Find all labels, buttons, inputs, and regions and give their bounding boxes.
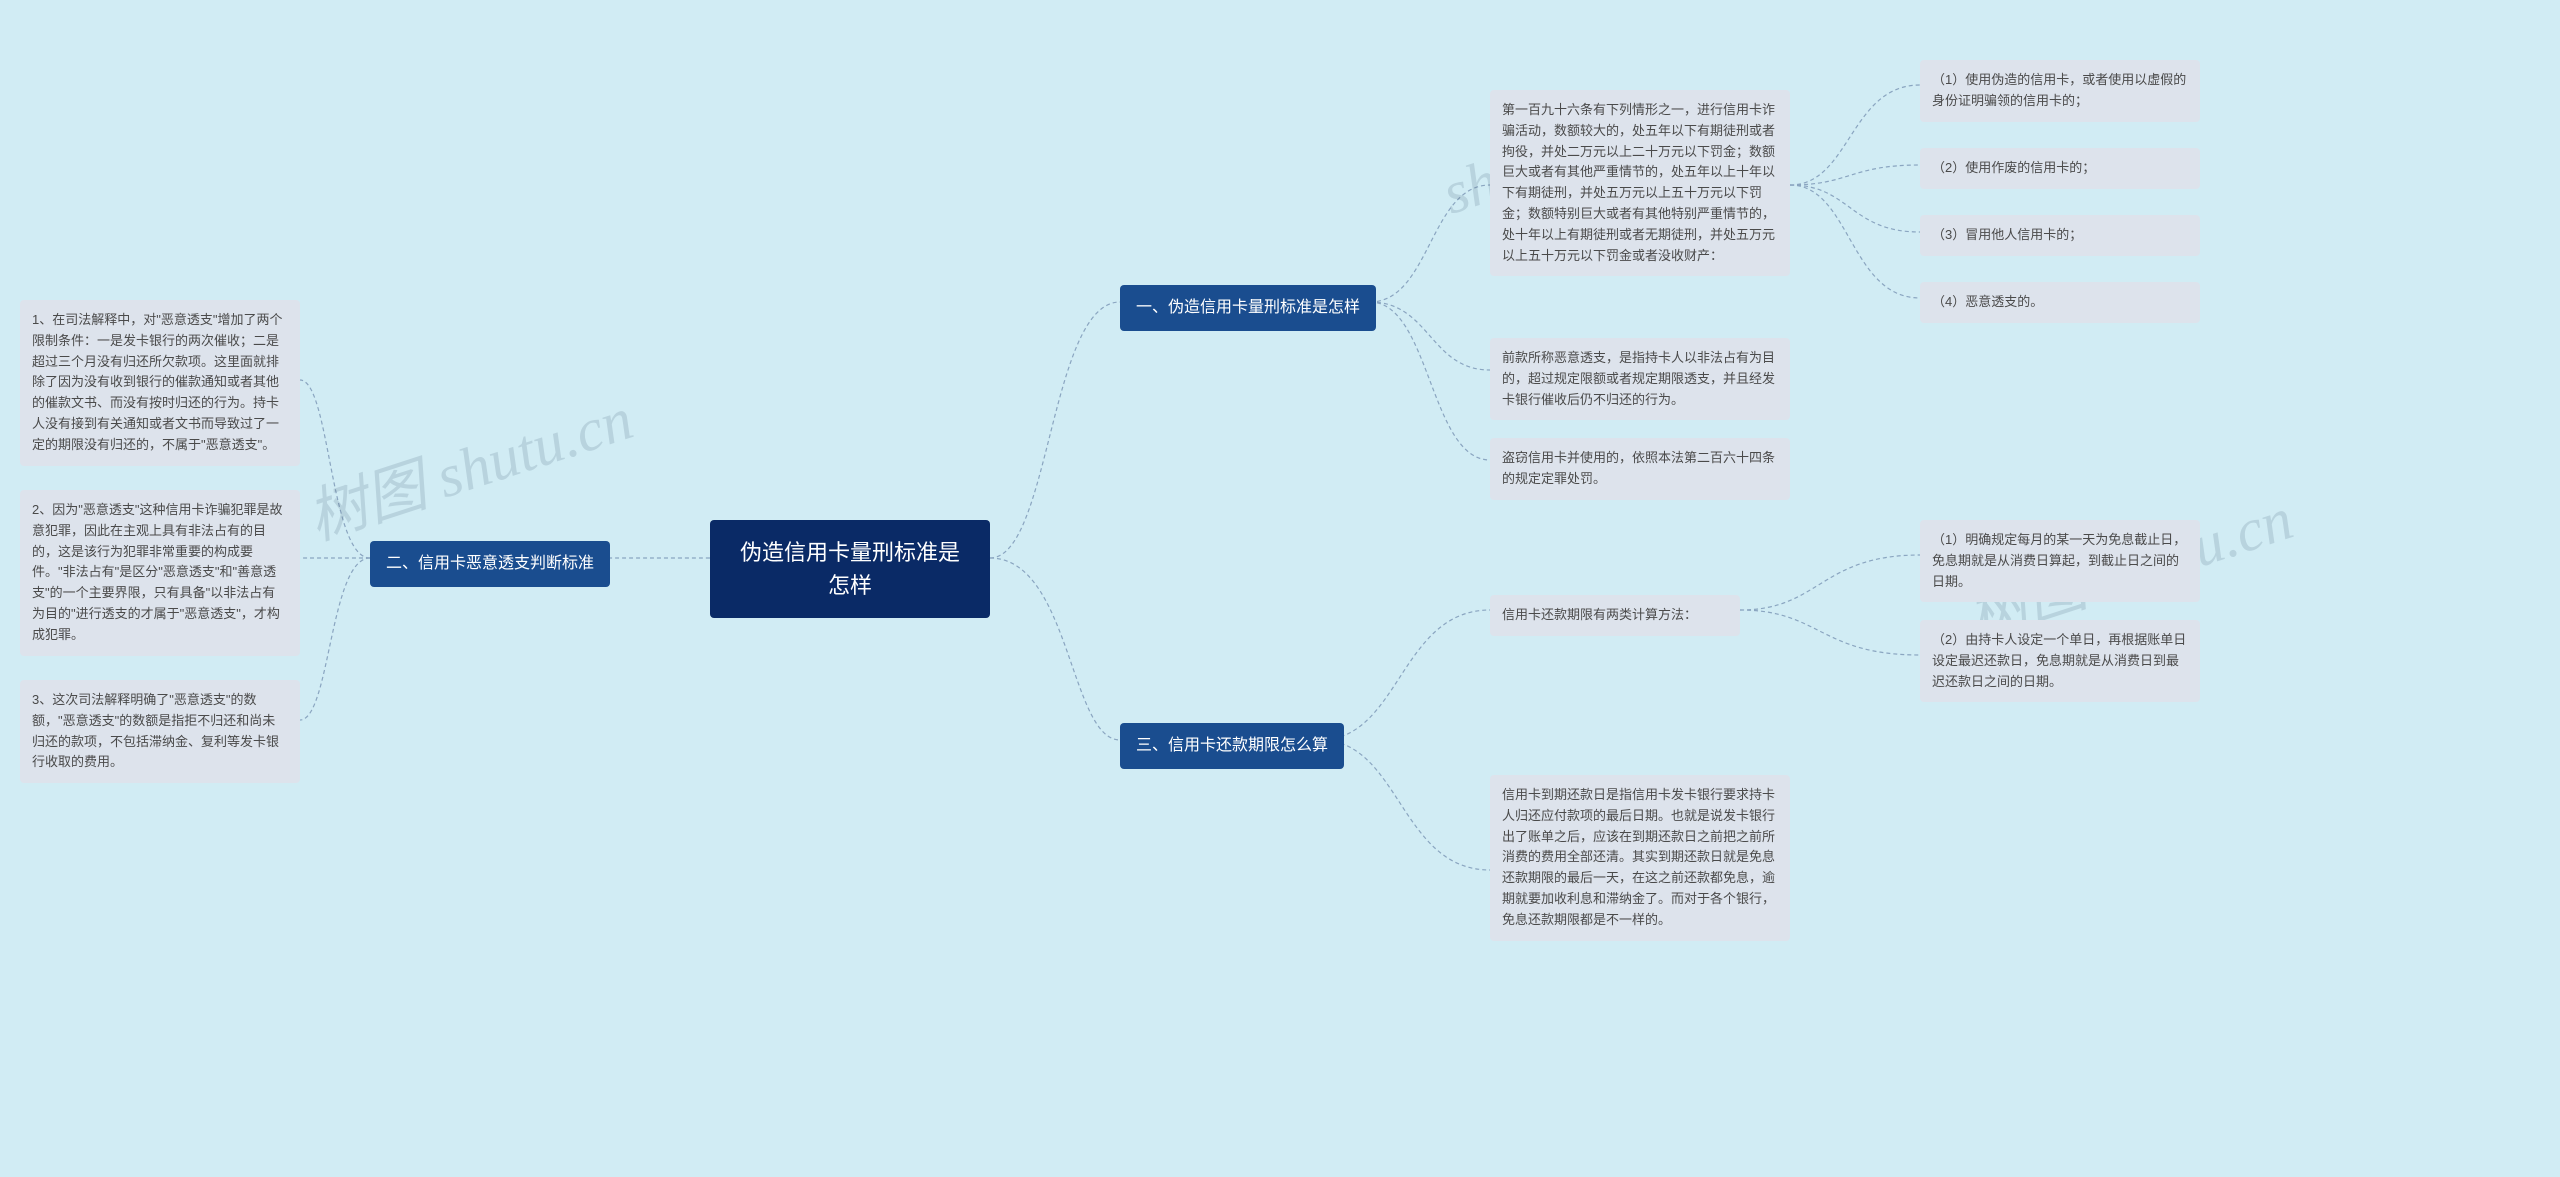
b1-c1-sub-1: （1）使用伪造的信用卡，或者使用以虚假的身份证明骗领的信用卡的； bbox=[1920, 60, 2200, 122]
b2-child-2: 2、因为"恶意透支"这种信用卡诈骗犯罪是故意犯罪，因此在主观上具有非法占有的目的… bbox=[20, 490, 300, 656]
b3-c1-sub-1: （1）明确规定每月的某一天为免息截止日，免息期就是从消费日算起，到截止日之间的日… bbox=[1920, 520, 2200, 602]
root-node: 伪造信用卡量刑标准是怎样 bbox=[710, 520, 990, 618]
branch-2: 二、信用卡恶意透支判断标准 bbox=[370, 541, 610, 587]
b3-child-1: 信用卡还款期限有两类计算方法： bbox=[1490, 595, 1740, 636]
b1-child-3: 盗窃信用卡并使用的，依照本法第二百六十四条的规定定罪处罚。 bbox=[1490, 438, 1790, 500]
b1-child-2: 前款所称恶意透支，是指持卡人以非法占有为目的，超过规定限额或者规定期限透支，并且… bbox=[1490, 338, 1790, 420]
b1-c1-sub-3: （3）冒用他人信用卡的； bbox=[1920, 215, 2200, 256]
b1-c1-sub-2: （2）使用作废的信用卡的； bbox=[1920, 148, 2200, 189]
b2-child-3: 3、这次司法解释明确了"恶意透支"的数额，"恶意透支"的数额是指拒不归还和尚未归… bbox=[20, 680, 300, 783]
b1-child-1: 第一百九十六条有下列情形之一，进行信用卡诈骗活动，数额较大的，处五年以下有期徒刑… bbox=[1490, 90, 1790, 276]
branch-1: 一、伪造信用卡量刑标准是怎样 bbox=[1120, 285, 1376, 331]
branch-3: 三、信用卡还款期限怎么算 bbox=[1120, 723, 1344, 769]
b3-child-2: 信用卡到期还款日是指信用卡发卡银行要求持卡人归还应付款项的最后日期。也就是说发卡… bbox=[1490, 775, 1790, 941]
b2-child-1: 1、在司法解释中，对"恶意透支"增加了两个限制条件：一是发卡银行的两次催收；二是… bbox=[20, 300, 300, 466]
watermark: 树图 shutu.cn bbox=[295, 370, 642, 557]
b3-c1-sub-2: （2）由持卡人设定一个单日，再根据账单日设定最迟还款日，免息期就是从消费日到最迟… bbox=[1920, 620, 2200, 702]
b1-c1-sub-4: （4）恶意透支的。 bbox=[1920, 282, 2200, 323]
